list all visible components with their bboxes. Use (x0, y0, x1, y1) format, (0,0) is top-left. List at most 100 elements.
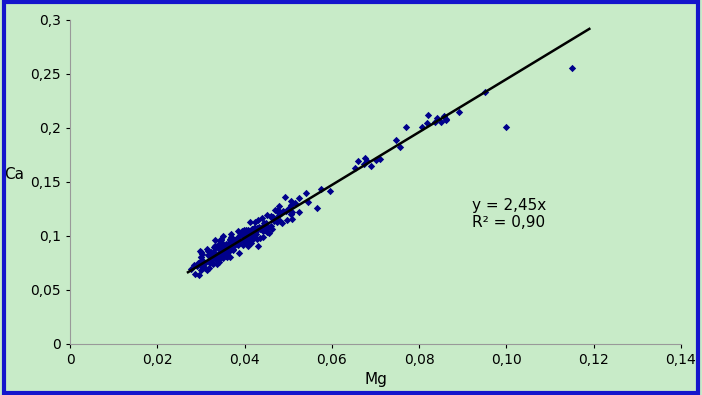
Point (262, 224, 273, 230)
Point (254, 235, 265, 242)
Point (226, 242, 237, 248)
Point (241, 237, 252, 243)
Point (239, 237, 250, 243)
Point (258, 227, 269, 233)
Point (220, 244, 231, 250)
Point (243, 235, 254, 242)
Point (441, 116, 452, 122)
Point (274, 212, 285, 218)
Point (286, 211, 297, 217)
Point (266, 213, 277, 220)
Point (201, 267, 213, 273)
Point (286, 211, 297, 217)
Point (261, 212, 272, 218)
Point (270, 216, 282, 223)
Point (196, 250, 207, 257)
Point (216, 251, 227, 258)
Point (229, 237, 240, 243)
Point (249, 218, 260, 225)
Point (213, 246, 225, 252)
Point (245, 235, 256, 241)
Point (196, 256, 207, 263)
Point (196, 264, 207, 271)
Point (240, 226, 251, 233)
Point (227, 243, 239, 249)
Point (423, 112, 434, 118)
Point (246, 226, 258, 233)
Point (201, 246, 213, 252)
Point (232, 240, 244, 246)
Point (223, 240, 234, 246)
Point (208, 252, 220, 258)
Point (421, 120, 432, 126)
Point (362, 158, 373, 164)
Point (207, 252, 218, 259)
Point (238, 237, 249, 243)
Point (230, 241, 241, 248)
Point (262, 224, 273, 230)
Point (224, 247, 235, 254)
Point (212, 252, 223, 258)
Point (227, 246, 239, 252)
Point (286, 202, 297, 209)
Point (256, 214, 267, 221)
Point (394, 144, 405, 150)
Point (229, 239, 240, 246)
Point (268, 218, 279, 224)
Point (216, 245, 227, 252)
Point (232, 233, 243, 240)
Point (218, 250, 230, 257)
Point (206, 249, 217, 255)
Point (243, 235, 254, 242)
Point (209, 252, 220, 258)
Point (284, 205, 295, 211)
Point (272, 208, 284, 214)
Point (265, 214, 276, 220)
Point (208, 244, 220, 250)
Point (213, 243, 225, 250)
Point (186, 266, 197, 273)
Point (192, 261, 203, 268)
Point (245, 219, 256, 226)
Point (214, 254, 225, 261)
Point (239, 231, 251, 237)
Point (370, 157, 381, 164)
Point (226, 235, 237, 241)
Point (217, 254, 228, 261)
Point (280, 194, 291, 200)
Point (216, 237, 227, 244)
Point (233, 239, 244, 245)
Point (274, 218, 286, 224)
Point (206, 251, 217, 257)
Point (429, 119, 440, 126)
Point (205, 260, 216, 266)
Point (237, 229, 249, 235)
Point (220, 250, 231, 257)
Point (205, 259, 216, 265)
Point (311, 205, 322, 211)
Point (195, 254, 206, 261)
Point (258, 223, 270, 229)
Point (215, 255, 226, 261)
Point (195, 258, 206, 264)
Point (225, 236, 236, 242)
Point (271, 218, 282, 225)
Point (359, 155, 371, 161)
Point (236, 228, 247, 234)
Point (218, 241, 229, 248)
Point (501, 124, 512, 130)
Point (567, 65, 578, 71)
Point (303, 199, 314, 205)
Point (221, 251, 232, 257)
X-axis label: Mg: Mg (364, 372, 387, 387)
Point (237, 232, 248, 239)
Point (286, 198, 297, 205)
Point (216, 245, 227, 251)
Point (281, 208, 292, 214)
Point (208, 251, 220, 257)
Point (232, 238, 244, 244)
Point (220, 241, 232, 248)
Point (257, 228, 268, 234)
Point (258, 227, 269, 233)
Point (281, 217, 292, 223)
